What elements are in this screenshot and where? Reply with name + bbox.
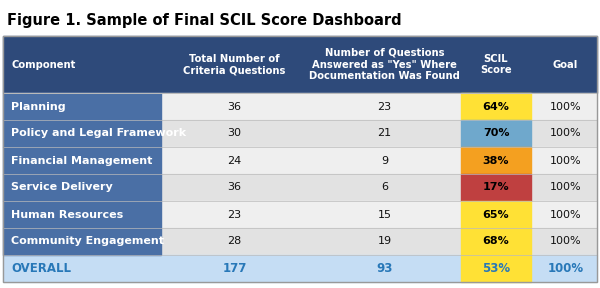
Text: 23: 23	[377, 101, 392, 111]
Text: Community Engagement: Community Engagement	[11, 236, 164, 247]
Bar	[3, 228, 161, 255]
Text: 9: 9	[381, 156, 388, 166]
Text: 24: 24	[227, 156, 242, 166]
Text: Figure 1. Sample of Final SCIL Score Dashboard: Figure 1. Sample of Final SCIL Score Das…	[7, 13, 401, 28]
Bar	[461, 120, 531, 147]
Text: 100%: 100%	[550, 209, 581, 219]
Bar	[3, 201, 597, 228]
Bar	[461, 201, 531, 228]
Bar	[3, 174, 597, 201]
Text: 38%: 38%	[483, 156, 509, 166]
Text: 100%: 100%	[550, 101, 581, 111]
Bar	[461, 255, 531, 282]
Text: 19: 19	[377, 236, 392, 247]
Bar	[461, 147, 531, 174]
Bar	[461, 174, 531, 201]
Text: 17%: 17%	[482, 183, 509, 192]
Text: 15: 15	[377, 209, 392, 219]
Text: 100%: 100%	[547, 262, 584, 275]
Bar	[3, 36, 597, 93]
Text: SCIL
Score: SCIL Score	[480, 54, 512, 75]
Bar	[3, 93, 161, 120]
Text: 177: 177	[223, 262, 247, 275]
Text: Human Resources: Human Resources	[11, 209, 123, 219]
Text: 100%: 100%	[550, 236, 581, 247]
Bar	[3, 120, 597, 147]
Text: Policy and Legal Framework: Policy and Legal Framework	[11, 128, 186, 139]
Text: Goal: Goal	[553, 60, 578, 69]
Bar	[3, 255, 597, 282]
Text: 23: 23	[227, 209, 242, 219]
Text: Number of Questions
Answered as "Yes" Where
Documentation Was Found: Number of Questions Answered as "Yes" Wh…	[309, 48, 460, 81]
Bar	[3, 36, 597, 282]
Text: 70%: 70%	[483, 128, 509, 139]
Text: 36: 36	[227, 183, 241, 192]
Bar	[3, 147, 161, 174]
Bar	[461, 228, 531, 255]
Text: 28: 28	[227, 236, 242, 247]
Text: OVERALL: OVERALL	[11, 262, 71, 275]
Bar	[3, 201, 161, 228]
Bar	[461, 93, 531, 120]
Text: 30: 30	[227, 128, 241, 139]
Text: Component: Component	[11, 60, 76, 69]
Text: 100%: 100%	[550, 156, 581, 166]
Text: 100%: 100%	[550, 128, 581, 139]
Text: Total Number of
Criteria Questions: Total Number of Criteria Questions	[184, 54, 286, 75]
Text: 53%: 53%	[482, 262, 510, 275]
Text: 6: 6	[381, 183, 388, 192]
Text: 93: 93	[376, 262, 392, 275]
Text: Service Delivery: Service Delivery	[11, 183, 113, 192]
Bar	[3, 228, 597, 255]
Text: 65%: 65%	[482, 209, 509, 219]
Bar	[3, 147, 597, 174]
Text: 21: 21	[377, 128, 392, 139]
Text: Financial Management: Financial Management	[11, 156, 152, 166]
Text: 100%: 100%	[550, 183, 581, 192]
Bar	[3, 174, 161, 201]
Text: Planning: Planning	[11, 101, 65, 111]
Bar	[3, 120, 161, 147]
Text: 36: 36	[227, 101, 241, 111]
Text: 64%: 64%	[482, 101, 509, 111]
Bar	[3, 93, 597, 120]
Text: 68%: 68%	[482, 236, 509, 247]
